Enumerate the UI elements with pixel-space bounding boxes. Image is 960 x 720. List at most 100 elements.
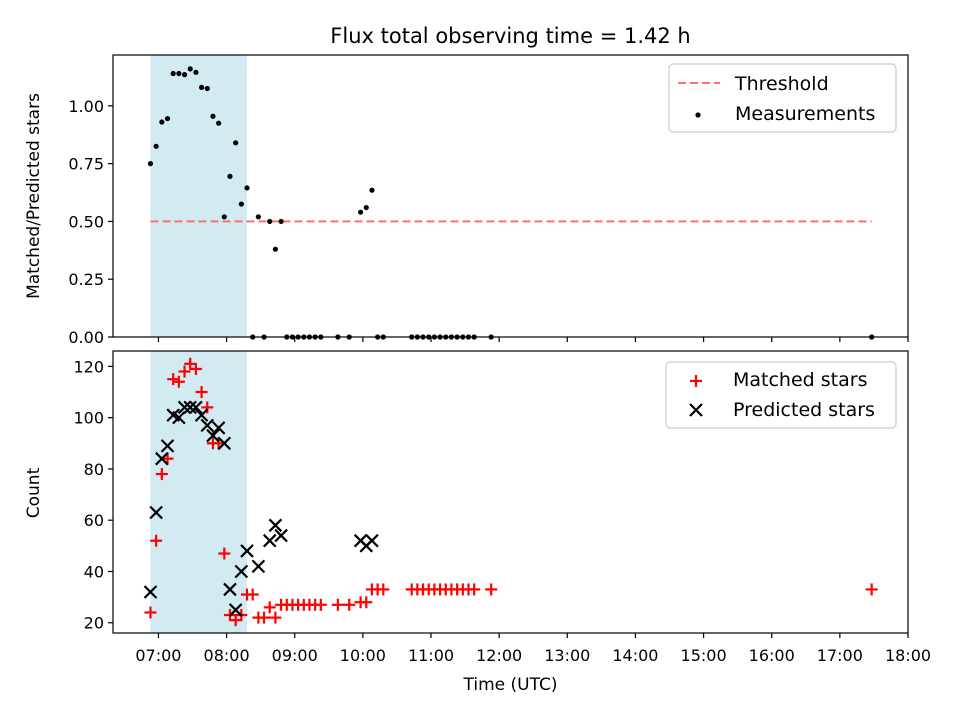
ratio-panel: 0.00 0.25 0.50 0.75 1.00 Threshold Measureme… <box>68 54 909 347</box>
predicted-star-point <box>234 564 249 579</box>
predicted-star-point <box>365 533 379 548</box>
measurement-point <box>198 84 205 90</box>
predicted-star-point <box>251 559 266 574</box>
measurement-point <box>233 140 239 146</box>
matched-star-point <box>331 598 344 611</box>
legend-measurements-label: Measurements <box>735 103 875 125</box>
top-y-tick-label: 0.00 <box>68 328 104 347</box>
bottom-y-tick-label: 20 <box>84 614 104 633</box>
predicted-star-point <box>149 505 163 520</box>
matched-star-point <box>360 596 373 609</box>
x-tick-label: 07:00 <box>135 646 181 665</box>
predicted-star-point <box>217 436 232 451</box>
measurement-point <box>363 204 369 211</box>
measurement-point <box>221 214 227 220</box>
predicted-star-point <box>228 603 243 617</box>
top-y-tick-label: 0.75 <box>68 155 104 174</box>
measurement-point <box>204 85 210 92</box>
predicted-star-point <box>262 533 277 548</box>
top-legend-box <box>668 63 897 133</box>
legend-predicted-swatch <box>689 403 703 417</box>
chart-title: Flux total observing time = 1.42 h <box>330 24 690 48</box>
x-tick-label: 10:00 <box>340 646 386 665</box>
measurement-point <box>170 70 176 77</box>
top-legend: Threshold Measurements <box>668 63 897 133</box>
matched-star-point <box>865 583 878 596</box>
count-panel: 20 40 60 80 100 120 07:00 08:00 09:00 10:00 11:00… <box>73 350 931 665</box>
top-shaded-interval <box>150 55 248 337</box>
measurement-point <box>238 201 244 207</box>
bottom-y-tick-label: 60 <box>84 511 104 530</box>
x-tick-label: 18:00 <box>885 646 931 665</box>
measurement-point <box>357 209 364 215</box>
predicted-star-point <box>211 421 226 435</box>
predicted-star-point <box>155 451 169 466</box>
measurement-point <box>181 72 188 78</box>
bottom-legend: Matched stars Predicted stars <box>665 361 897 429</box>
legend-predicted-label: Predicted stars <box>733 399 875 421</box>
x-tick-label: 11:00 <box>408 646 454 665</box>
predicted-star-point <box>200 418 215 433</box>
bottom-y-tick-label: 40 <box>84 562 104 581</box>
measurement-point <box>227 173 233 179</box>
x-axis-label: Time (UTC) <box>463 675 558 695</box>
matched-star-point <box>201 401 214 414</box>
matched-star-point <box>269 611 282 624</box>
predicted-star-point <box>274 528 288 543</box>
matched-star-point <box>468 583 481 596</box>
predicted-star-point <box>240 544 254 558</box>
matched-star-point <box>377 583 390 596</box>
legend-measurements-swatch <box>695 112 701 118</box>
matched-star-point <box>263 601 276 614</box>
top-axes-frame <box>112 54 909 338</box>
measurement-point <box>267 218 273 225</box>
measurement-point <box>272 246 279 252</box>
top-y-tick-label: 0.25 <box>68 270 104 289</box>
measurement-point <box>159 119 165 125</box>
top-y-tick-label: 0.50 <box>68 212 104 231</box>
measurement-point <box>369 187 375 193</box>
matched-star-point <box>144 606 157 619</box>
measurement-point <box>244 185 250 191</box>
x-tick-label: 17:00 <box>817 646 863 665</box>
bottom-axes-frame <box>112 350 909 634</box>
legend-matched-swatch <box>690 375 702 387</box>
bottom-y-tick-label: 80 <box>84 460 104 479</box>
measurement-point <box>210 113 216 119</box>
matched-star-point <box>258 611 271 624</box>
predicted-star-point <box>160 439 175 453</box>
x-tick-label: 13:00 <box>544 646 590 665</box>
matched-star-point <box>229 614 242 627</box>
measurement-point <box>176 70 182 77</box>
top-y-tick-label: 1.00 <box>68 97 104 116</box>
bottom-legend-box <box>665 361 897 429</box>
bottom-y-tick-label: 100 <box>73 409 104 428</box>
measurement-point <box>147 161 154 167</box>
predicted-star-point <box>177 400 192 415</box>
x-tick-label: 08:00 <box>204 646 250 665</box>
predicted-star-point <box>194 408 209 422</box>
measurement-point <box>187 66 193 72</box>
measurement-point <box>278 218 284 225</box>
measurement-point <box>164 115 171 122</box>
predicted-star-point <box>143 585 158 599</box>
bottom-shaded-interval <box>150 351 248 633</box>
matched-star-point <box>218 547 231 560</box>
predicted-star-point <box>223 582 237 597</box>
matched-star-point <box>485 583 498 596</box>
matched-star-point <box>246 588 259 601</box>
predicted-star-point <box>206 428 220 443</box>
predicted-star-point <box>268 518 283 533</box>
matched-star-point <box>150 534 163 547</box>
matched-star-point <box>167 373 180 386</box>
matched-star-point <box>212 437 225 450</box>
bottom-y-ticks: 20 40 60 80 100 120 <box>73 357 113 633</box>
x-tick-label: 12:00 <box>476 646 522 665</box>
matched-star-point <box>343 598 356 611</box>
matched-star-point <box>195 386 208 399</box>
x-tick-label: 09:00 <box>272 646 318 665</box>
x-tick-label: 14:00 <box>612 646 658 665</box>
matched-star-point <box>184 357 197 370</box>
legend-threshold-label: Threshold <box>734 73 829 95</box>
